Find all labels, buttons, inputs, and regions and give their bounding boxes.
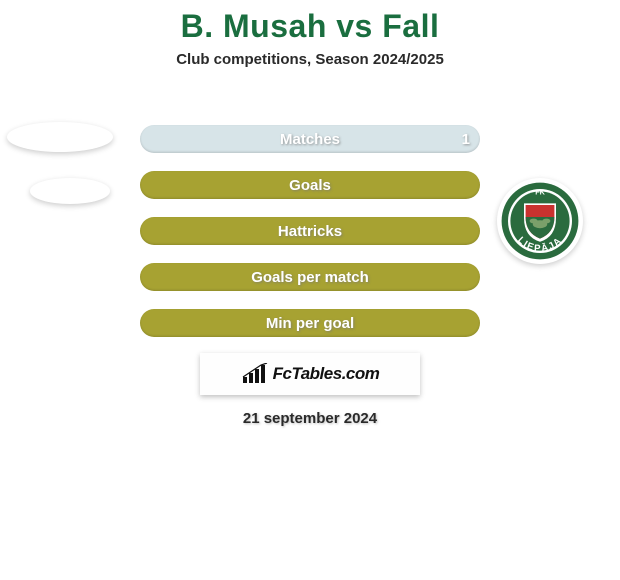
date-text: 21 september 2024 xyxy=(0,410,620,427)
stat-value-right: 1 xyxy=(462,125,470,153)
fctables-text: FcTables.com xyxy=(273,364,380,384)
fctables-bars-icon xyxy=(241,363,269,385)
player-left-avatar-placeholder-2 xyxy=(30,178,110,204)
page-title: B. Musah vs Fall xyxy=(0,0,620,45)
stat-row-goals-per-match: Goals per match xyxy=(140,263,480,291)
player-right-club-badge: FK LIEPĀJA xyxy=(497,178,583,264)
stat-bar-left xyxy=(140,217,480,245)
stat-row-min-per-goal: Min per goal xyxy=(140,309,480,337)
stat-bar-left xyxy=(140,309,480,337)
stat-row-matches: Matches1 xyxy=(140,125,480,153)
fctables-attribution: FcTables.com xyxy=(200,353,420,395)
stat-bar-left xyxy=(140,171,480,199)
stat-row-hattricks: Hattricks xyxy=(140,217,480,245)
stat-bar-right xyxy=(140,125,480,153)
badge-fk-text: FK xyxy=(535,188,545,197)
liepaja-badge-icon: FK LIEPĀJA xyxy=(500,181,580,261)
stat-row-goals: Goals xyxy=(140,171,480,199)
stat-bar-left xyxy=(140,263,480,291)
player-left-avatar-placeholder-1 xyxy=(7,122,113,152)
subtitle: Club competitions, Season 2024/2025 xyxy=(0,51,620,68)
comparison-bars: Matches1 Goals Hattricks Goals per match Min… xyxy=(140,125,480,355)
